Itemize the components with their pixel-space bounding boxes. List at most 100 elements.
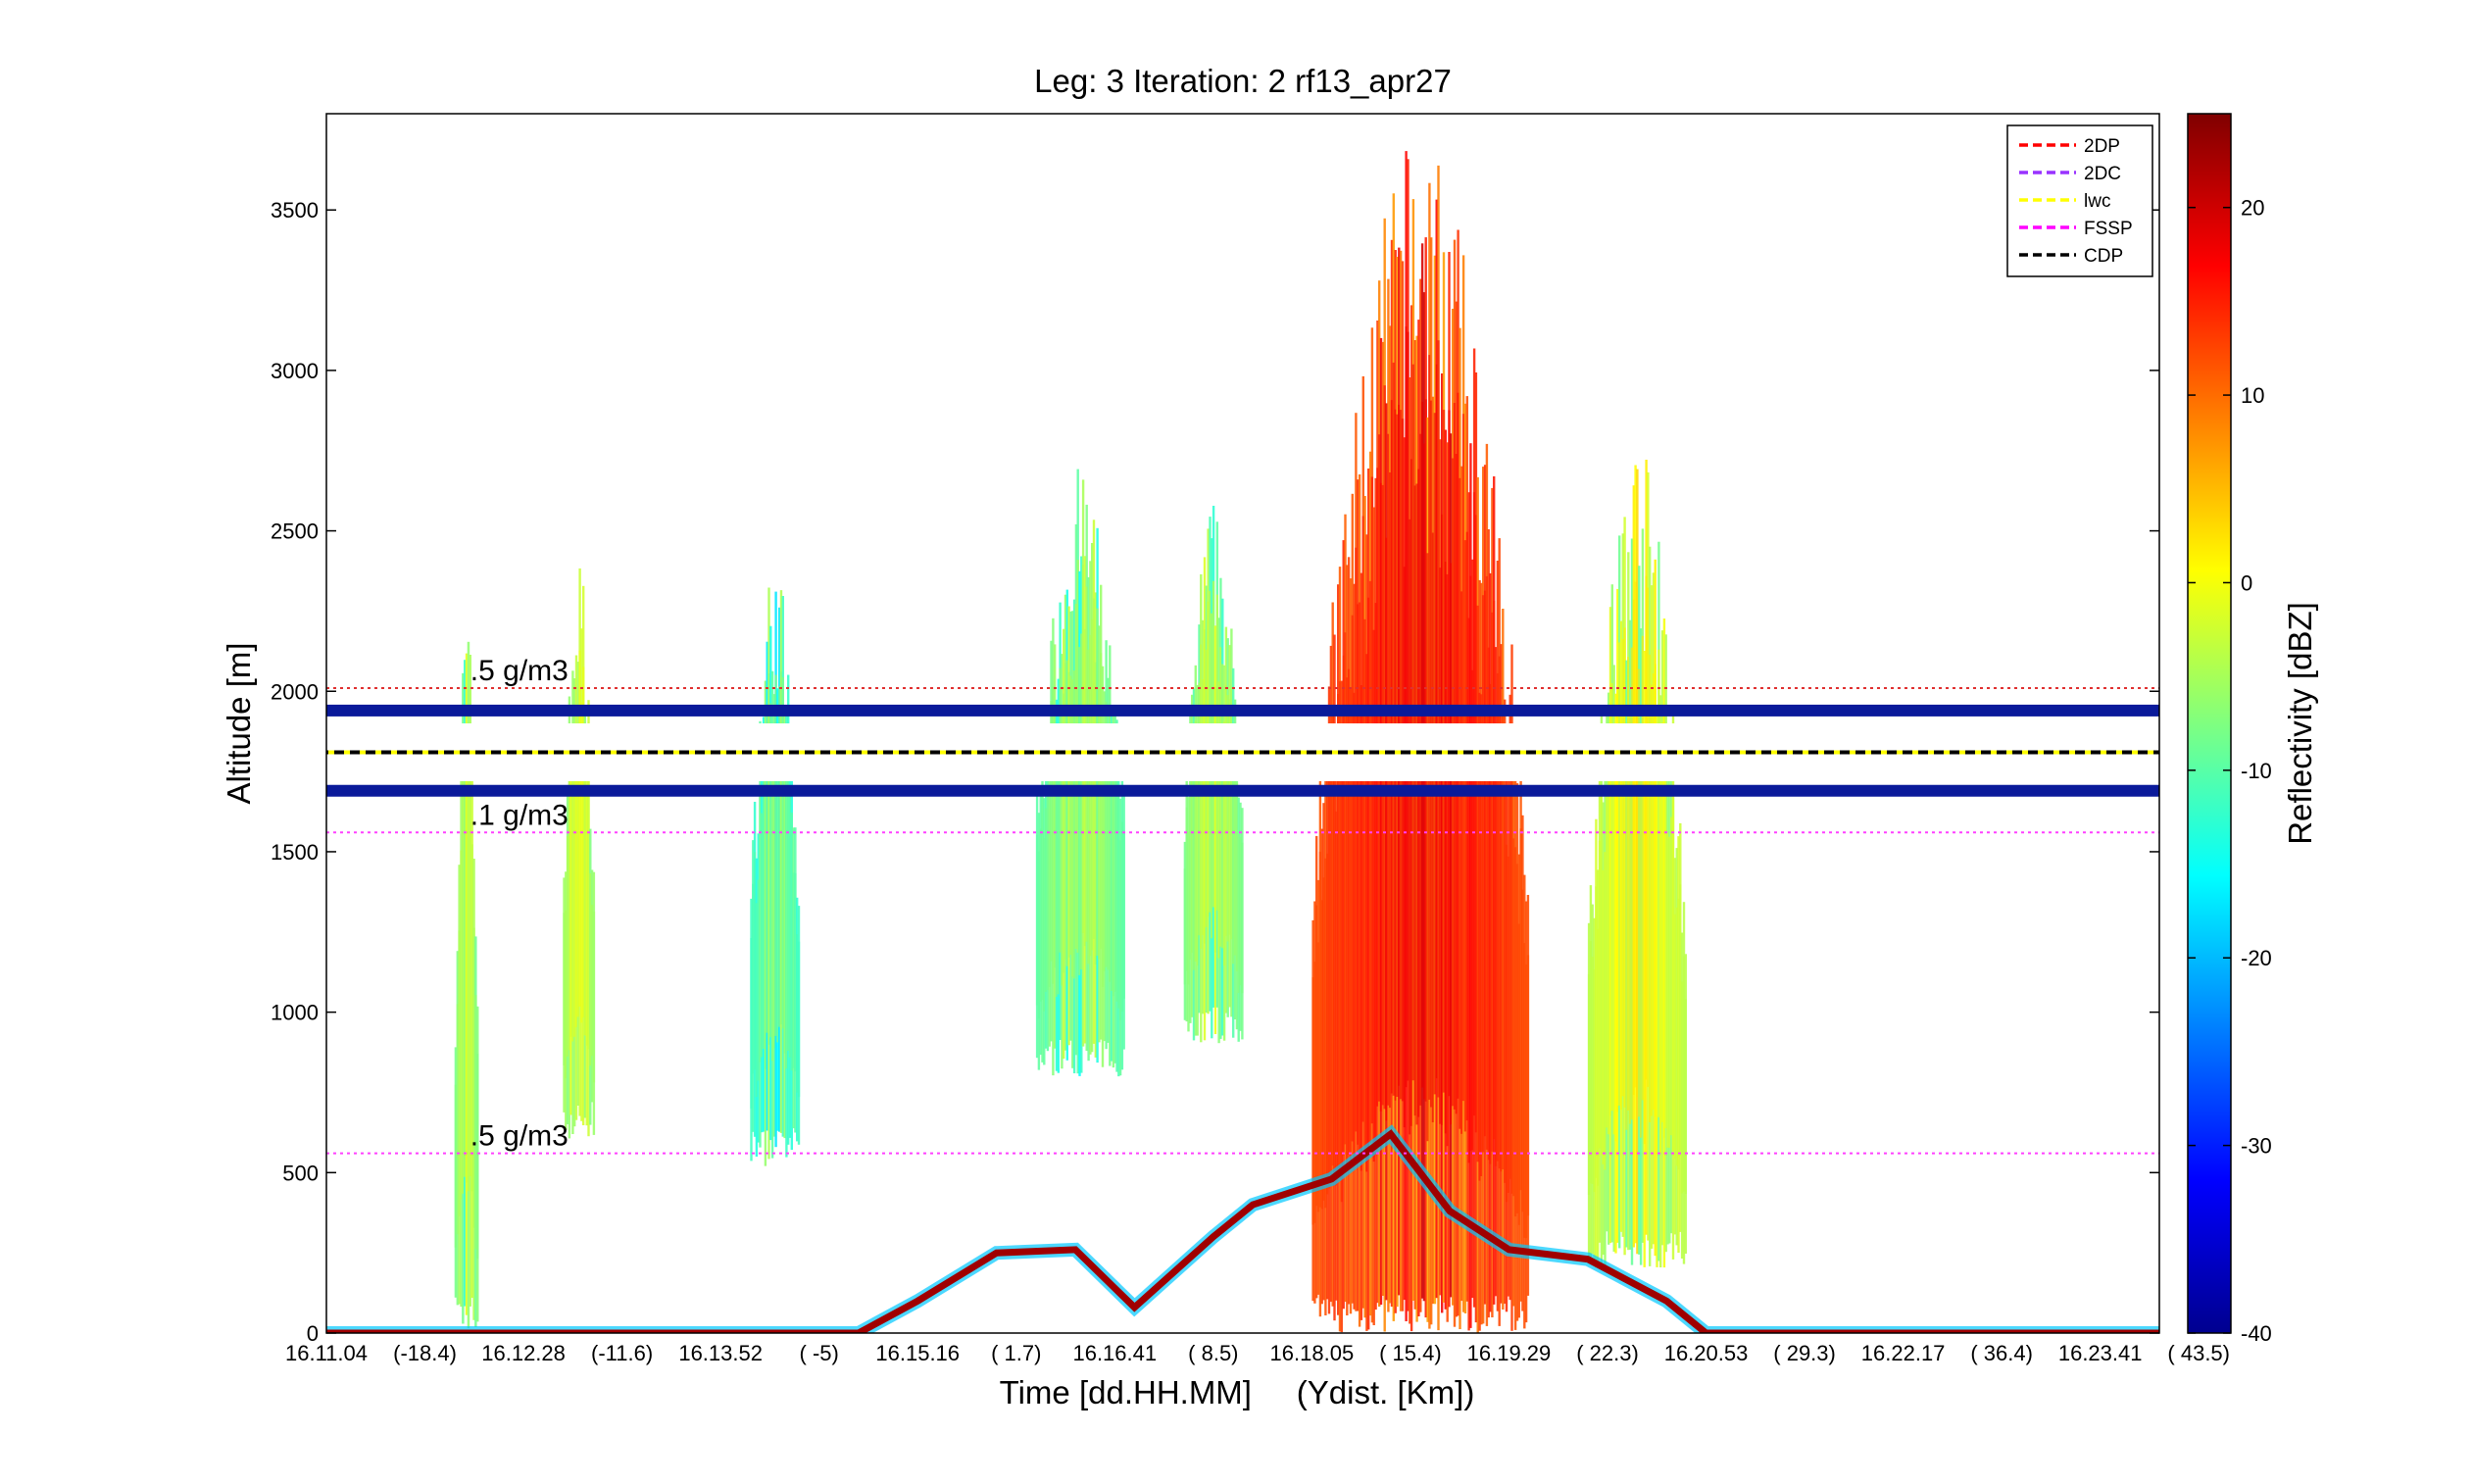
x-tick-label: 16.16.41 (1072, 1341, 1157, 1365)
reflectivity-core (1625, 748, 1628, 1130)
reflectivity-core (1452, 458, 1455, 1107)
legend-box (2006, 124, 2153, 277)
reflectivity-core (1059, 668, 1062, 953)
reflectivity-core (1446, 573, 1449, 1147)
reflectivity-core (1413, 485, 1416, 1116)
x-tick-label: ( 8.5) (1188, 1341, 1238, 1365)
reflectivity-core (583, 767, 587, 1036)
reflectivity-core (1668, 836, 1671, 1148)
reflectivity-core (1189, 752, 1192, 960)
reflectivity-core (767, 673, 770, 1045)
reflectivity-core (1044, 808, 1048, 992)
reflectivity-core (1652, 673, 1656, 1111)
reflectivity-core (1682, 956, 1686, 1192)
reflectivity-core (1623, 627, 1626, 1108)
reflectivity-core (1485, 575, 1489, 1150)
reflectivity-core (462, 770, 465, 1194)
reflectivity-core (1411, 364, 1415, 1081)
reflectivity-core (764, 753, 767, 1069)
reflectivity-core (1426, 553, 1429, 1142)
colorbar-tick-label: -30 (2241, 1134, 2272, 1159)
reflectivity-core (1619, 713, 1623, 1111)
x-tick-label: 16.18.05 (1270, 1341, 1355, 1365)
reflectivity-core (1098, 688, 1101, 960)
terrain-echo-line (326, 1129, 2159, 1333)
reflectivity-core (1063, 663, 1067, 960)
reflectivity-core (1228, 699, 1231, 935)
reflectivity-core (1662, 716, 1666, 1138)
reflectivity-core (761, 813, 764, 1058)
reflectivity-core (456, 1004, 460, 1235)
reflectivity-core (1515, 864, 1519, 1213)
reflectivity-core (1379, 482, 1383, 1112)
colorbar-tick-label: 0 (2241, 570, 2252, 595)
reflectivity-core (1597, 928, 1600, 1186)
reflectivity-core (1367, 597, 1370, 1158)
colorbar-tick-label: -40 (2241, 1321, 2272, 1346)
reflectivity-core (1649, 654, 1652, 1122)
legend-label: 2DC (2084, 164, 2121, 184)
reflectivity-core (1078, 647, 1081, 975)
reflectivity-core (1241, 842, 1244, 994)
reflectivity-core (1610, 682, 1613, 1112)
reflectivity-core (1338, 681, 1342, 1179)
reflectivity-core (1437, 340, 1440, 1098)
reflectivity-core (1219, 647, 1222, 947)
colorbar-axis: -40 -30 -20 -10 0 10 20 (2188, 196, 2272, 1346)
reflectivity-core (571, 740, 574, 1042)
reflectivity-core (1226, 695, 1229, 942)
reflectivity-core (1087, 649, 1090, 965)
reflectivity-core (1335, 811, 1338, 1186)
cloud-cell (1587, 460, 1687, 1268)
reflectivity-core (779, 671, 783, 1025)
cloud-cell (563, 568, 596, 1139)
reflectivity-core (1368, 580, 1372, 1143)
reflectivity-core (1052, 686, 1055, 984)
reflectivity-core (1232, 723, 1235, 965)
reflectivity-core (1510, 747, 1513, 1194)
colorbar-tick-label: -10 (2241, 759, 2272, 783)
reflectivity-core (1654, 664, 1657, 1117)
reflectivity-core (587, 765, 590, 1050)
reflectivity-core (1519, 828, 1522, 1191)
legend-label: 2DP (2084, 136, 2120, 157)
plot-frame (325, 113, 2160, 1334)
reflectivity-core (1505, 844, 1509, 1203)
x-tick-label: ( 36.4) (1970, 1341, 2033, 1365)
x-tick-label: 16.20.53 (1664, 1341, 1749, 1365)
reflectivity-core (1198, 682, 1201, 936)
reflectivity-core (1403, 567, 1406, 1128)
reflectivity-core (1677, 898, 1680, 1170)
cloud-cell (454, 641, 479, 1329)
x-tick-label: ( 43.5) (2167, 1341, 2230, 1365)
reflectivity-core (1587, 973, 1591, 1195)
reflectivity-core (790, 813, 793, 1071)
reflectivity-core (1372, 629, 1375, 1162)
reflectivity-core (1645, 575, 1648, 1080)
reflectivity-core (1472, 492, 1476, 1116)
reflectivity-core (1415, 483, 1418, 1125)
reflectivity-core (1048, 793, 1051, 987)
colorbar-label: Reflectivity [dBZ] (2282, 602, 2318, 845)
reflectivity-core (1650, 684, 1654, 1116)
reflectivity-core (1185, 807, 1188, 971)
reflectivity-core (1313, 962, 1316, 1223)
reflectivity-core (1333, 737, 1336, 1184)
reflectivity-core (1067, 671, 1070, 958)
legend: 2DP 2DC lwc FSSP CDP (2006, 124, 2153, 277)
reflectivity-core (1598, 840, 1602, 1149)
reflectivity-core (1480, 694, 1483, 1176)
x-tick-label: 16.19.29 (1467, 1341, 1552, 1365)
reflectivity-core (1041, 796, 1044, 1001)
reflectivity-core (1604, 852, 1607, 1170)
reflectivity-core (1489, 683, 1492, 1164)
reflectivity-core (1521, 889, 1524, 1212)
reflectivity-core (1675, 907, 1678, 1166)
colorbar-tick-label: 20 (2241, 196, 2264, 221)
reflectivity-core (1109, 708, 1112, 982)
reflectivity-core (1491, 612, 1494, 1152)
reflectivity-core (1311, 977, 1314, 1225)
chart-title: Leg: 3 Iteration: 2 rf13_apr27 (1034, 63, 1452, 99)
reflectivity-core (1050, 701, 1053, 962)
x-tick-label: ( 29.3) (1773, 1341, 1836, 1365)
